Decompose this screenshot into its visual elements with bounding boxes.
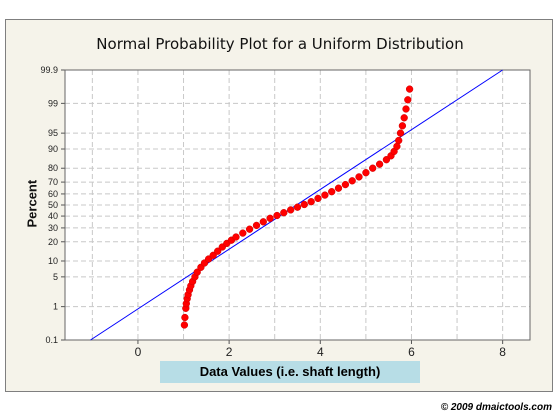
data-point — [334, 184, 343, 192]
y-tick-label: 70 — [48, 177, 58, 187]
data-point — [398, 122, 407, 130]
y-tick-label: 90 — [48, 144, 58, 154]
y-tick-label: 30 — [48, 223, 58, 233]
data-point — [252, 221, 261, 230]
data-point — [266, 214, 274, 222]
data-point — [328, 188, 336, 196]
points-layer — [180, 85, 414, 329]
data-point — [273, 211, 281, 220]
data-point — [300, 200, 308, 209]
y-tick-label: 80 — [48, 163, 58, 173]
y-tick-label: 1 — [53, 302, 58, 312]
data-point — [395, 136, 403, 145]
y-tick-label: 0.1 — [45, 335, 58, 345]
data-point — [341, 180, 350, 189]
data-point — [307, 198, 315, 206]
x-tick-label: 6 — [408, 345, 415, 359]
data-point — [209, 251, 217, 259]
y-tick-label: 99 — [48, 98, 58, 108]
data-point — [396, 129, 405, 137]
data-point — [259, 218, 267, 226]
data-point — [402, 105, 410, 113]
data-point — [280, 209, 288, 217]
data-point — [239, 229, 247, 237]
data-point — [180, 321, 189, 329]
y-tick-label: 95 — [48, 128, 58, 138]
data-point — [355, 173, 363, 181]
x-tick-label: 8 — [499, 345, 506, 359]
data-point — [287, 206, 295, 214]
data-point — [405, 85, 414, 93]
x-axis-label: Data Values (i.e. shaft length) — [160, 361, 420, 383]
data-point — [245, 225, 254, 233]
x-tick-label: 2 — [226, 345, 233, 359]
data-point — [314, 194, 322, 203]
y-tick-label: 99.9 — [40, 65, 58, 75]
data-point — [232, 233, 240, 241]
data-point — [362, 169, 370, 177]
data-point — [375, 160, 384, 168]
y-tick-label: 60 — [48, 189, 58, 199]
data-point — [369, 164, 377, 172]
copyright-text: © 2009 dmaictools.com — [440, 402, 552, 413]
y-tick-label: 5 — [53, 272, 58, 282]
y-tick-label: 40 — [48, 211, 58, 221]
y-tick-label: 10 — [48, 256, 58, 266]
data-point — [181, 313, 189, 322]
y-tick-label: 20 — [48, 237, 58, 247]
data-point — [404, 96, 412, 104]
data-point — [400, 114, 408, 122]
x-tick-label: 4 — [317, 345, 324, 359]
chart-title: Normal Probability Plot for a Uniform Di… — [96, 35, 464, 53]
plot-border — [64, 69, 531, 341]
x-tick-label: 0 — [135, 345, 142, 359]
data-point — [293, 203, 302, 211]
data-point — [193, 268, 201, 276]
data-point — [348, 177, 356, 185]
data-point — [214, 247, 222, 255]
y-tick-label: 50 — [48, 200, 58, 210]
data-point — [321, 191, 329, 199]
